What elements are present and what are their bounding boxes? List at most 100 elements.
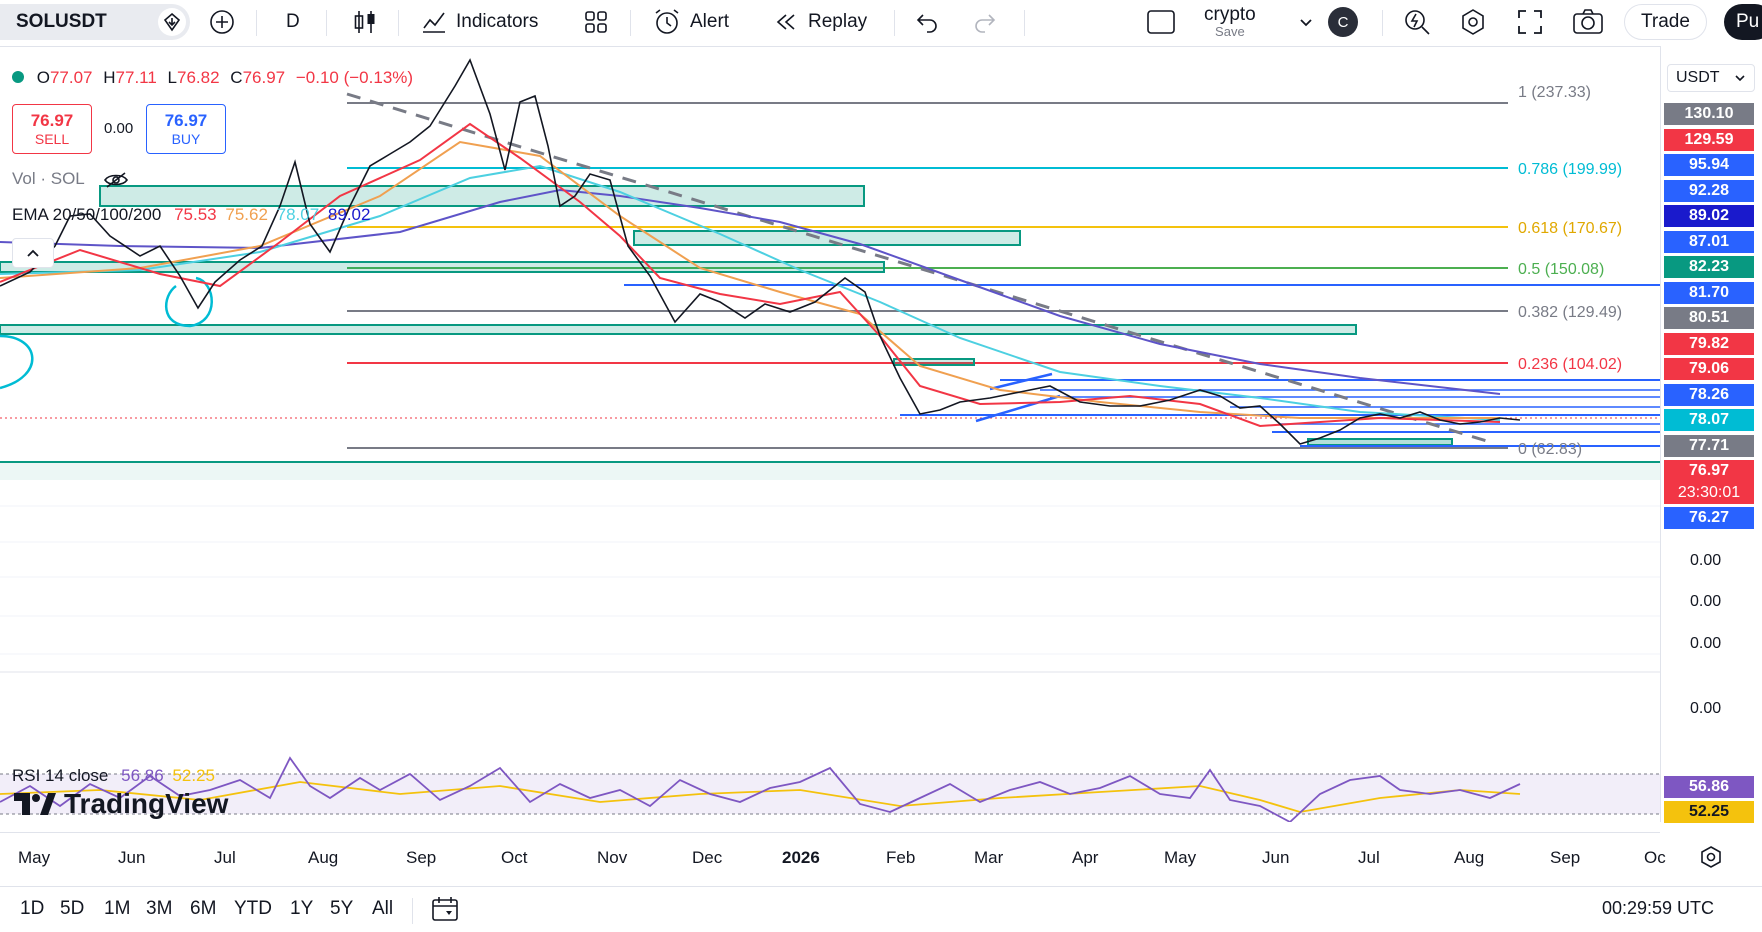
undo-icon bbox=[916, 14, 937, 33]
volume-legend[interactable]: Vol · SOL bbox=[12, 169, 129, 189]
ema-label: EMA 20/50/100/200 bbox=[12, 205, 162, 224]
utc-clock[interactable]: 00:29:59 UTC bbox=[1601, 898, 1714, 918]
channel-line[interactable] bbox=[989, 372, 1053, 391]
chart-settings-button[interactable] bbox=[1698, 844, 1724, 875]
templates-button[interactable] bbox=[582, 0, 610, 44]
supply-zone[interactable] bbox=[633, 230, 1021, 246]
candles-icon bbox=[354, 11, 375, 33]
supply-zone[interactable] bbox=[99, 185, 865, 207]
grid-lines bbox=[0, 505, 1660, 673]
settings-button[interactable] bbox=[1458, 0, 1488, 44]
channel-line[interactable] bbox=[975, 394, 1061, 423]
fullscreen-icon bbox=[1518, 10, 1542, 34]
rsi-value: 56.86 bbox=[121, 766, 164, 785]
publish-button[interactable]: Pu bbox=[1724, 0, 1762, 44]
trade-button[interactable]: Trade bbox=[1624, 0, 1707, 44]
top-toolbar: SOLUSDT D Indicators Alert Replay crypto bbox=[0, 0, 1762, 47]
indicators-label: Indicators bbox=[456, 11, 539, 32]
range-all-button[interactable]: All bbox=[372, 898, 394, 919]
time-axis-label: Sep bbox=[406, 848, 437, 867]
range-1m-button[interactable]: 1M bbox=[104, 898, 131, 919]
demand-zone[interactable] bbox=[1307, 438, 1453, 446]
buy-button[interactable]: 76.97 BUY bbox=[146, 104, 226, 154]
time-axis-label: May bbox=[18, 848, 51, 867]
time-axis-label: Nov bbox=[597, 848, 628, 867]
range-6m-button[interactable]: 6M bbox=[190, 898, 217, 919]
collapse-legend-button[interactable] bbox=[12, 238, 54, 268]
time-axis-label: Mar bbox=[974, 848, 1004, 867]
divider bbox=[894, 10, 895, 36]
rsi-legend[interactable]: RSI 14 close 56.86 52.25 bbox=[12, 766, 215, 786]
close-label: C bbox=[230, 68, 243, 87]
quick-search-button[interactable] bbox=[1402, 0, 1432, 44]
symbol-options-icon[interactable] bbox=[158, 8, 186, 36]
layout-toggle-button[interactable] bbox=[1146, 0, 1176, 44]
range-5d-button[interactable]: 5D bbox=[60, 898, 85, 919]
trade-label: Trade bbox=[1624, 4, 1707, 40]
alert-button[interactable]: Alert bbox=[652, 0, 729, 44]
currency-selector[interactable]: USDT bbox=[1667, 64, 1755, 92]
sell-label: SELL bbox=[34, 131, 70, 147]
chart-type-button[interactable] bbox=[352, 0, 378, 44]
time-axis-label: Sep bbox=[1550, 848, 1581, 867]
redo-button[interactable] bbox=[972, 0, 998, 44]
symbol-search[interactable]: SOLUSDT bbox=[0, 4, 190, 40]
circle-annotation[interactable] bbox=[0, 334, 34, 390]
sell-button[interactable]: 76.97 SELL bbox=[12, 104, 92, 154]
divider bbox=[1024, 10, 1025, 36]
downtrend-line[interactable] bbox=[346, 92, 1491, 444]
fullscreen-button[interactable] bbox=[1516, 0, 1544, 44]
undo-button[interactable] bbox=[914, 0, 940, 44]
fib-labels: 1 (237.33) 0.786 (199.99) 0.618 (170.67)… bbox=[1518, 84, 1622, 458]
demand-zone[interactable] bbox=[0, 324, 1357, 335]
supply-zone[interactable] bbox=[0, 261, 885, 273]
calendar-icon bbox=[432, 897, 458, 921]
price-label: 77.71 bbox=[1664, 435, 1754, 457]
ema-legend[interactable]: EMA 20/50/100/200 75.53 75.62 78.07 89.0… bbox=[12, 205, 370, 225]
interval-button[interactable]: D bbox=[286, 0, 300, 44]
price-label: 92.28 bbox=[1664, 180, 1754, 202]
horizontal-levels[interactable] bbox=[0, 284, 1660, 447]
range-ytd-button[interactable]: YTD bbox=[234, 898, 272, 919]
snapshot-button[interactable] bbox=[1572, 0, 1604, 44]
base-zone[interactable] bbox=[0, 462, 1660, 480]
time-axis-label: Oct bbox=[501, 848, 528, 867]
goto-date-button[interactable] bbox=[430, 894, 460, 929]
moving-averages bbox=[0, 122, 1501, 428]
volume-label: Vol · SOL bbox=[12, 169, 85, 188]
compare-add-button[interactable] bbox=[208, 0, 236, 44]
range-5y-button[interactable]: 5Y bbox=[330, 898, 354, 919]
rsi-pane[interactable] bbox=[0, 756, 1660, 822]
chevron-up-icon bbox=[27, 249, 39, 257]
gear-icon bbox=[1462, 9, 1484, 35]
chevron-down-icon bbox=[1735, 75, 1745, 82]
demand-zone[interactable] bbox=[893, 358, 975, 366]
buy-label: BUY bbox=[171, 131, 201, 147]
time-axis-label: Apr bbox=[1072, 848, 1099, 867]
layout-menu-button[interactable] bbox=[1298, 0, 1314, 44]
price-label: 87.01 bbox=[1664, 231, 1754, 253]
indicators-icon bbox=[423, 12, 445, 33]
price-chart[interactable]: 1 (237.33) 0.786 (199.99) 0.618 (170.67)… bbox=[0, 46, 1660, 822]
indicator-axis-value: 0.00 bbox=[1690, 552, 1722, 569]
eye-hidden-icon[interactable] bbox=[103, 171, 129, 189]
square-icon bbox=[1147, 10, 1175, 34]
circle-annotation[interactable] bbox=[164, 276, 213, 328]
range-1y-button[interactable]: 1Y bbox=[290, 898, 314, 919]
trend-lines[interactable] bbox=[0, 92, 1491, 444]
zones[interactable] bbox=[0, 185, 1660, 480]
range-1d-button[interactable]: 1D bbox=[20, 898, 45, 919]
replay-button[interactable]: Replay bbox=[772, 0, 867, 44]
layout-name-button[interactable]: crypto Save bbox=[1204, 0, 1256, 44]
ema-200-line bbox=[0, 188, 1501, 395]
range-3m-button[interactable]: 3M bbox=[146, 898, 173, 919]
fib-label: 0.786 (199.99) bbox=[1518, 161, 1622, 178]
rsi-axis-label: 56.86 bbox=[1664, 776, 1754, 798]
price-label: 82.23 bbox=[1664, 256, 1754, 278]
status-dot bbox=[12, 71, 24, 83]
indicators-button[interactable]: Indicators bbox=[420, 0, 538, 44]
close-value: 76.97 bbox=[242, 68, 286, 87]
divider bbox=[630, 10, 631, 36]
time-axis-label: 2026 bbox=[782, 848, 820, 867]
account-button[interactable]: C bbox=[1328, 0, 1358, 44]
